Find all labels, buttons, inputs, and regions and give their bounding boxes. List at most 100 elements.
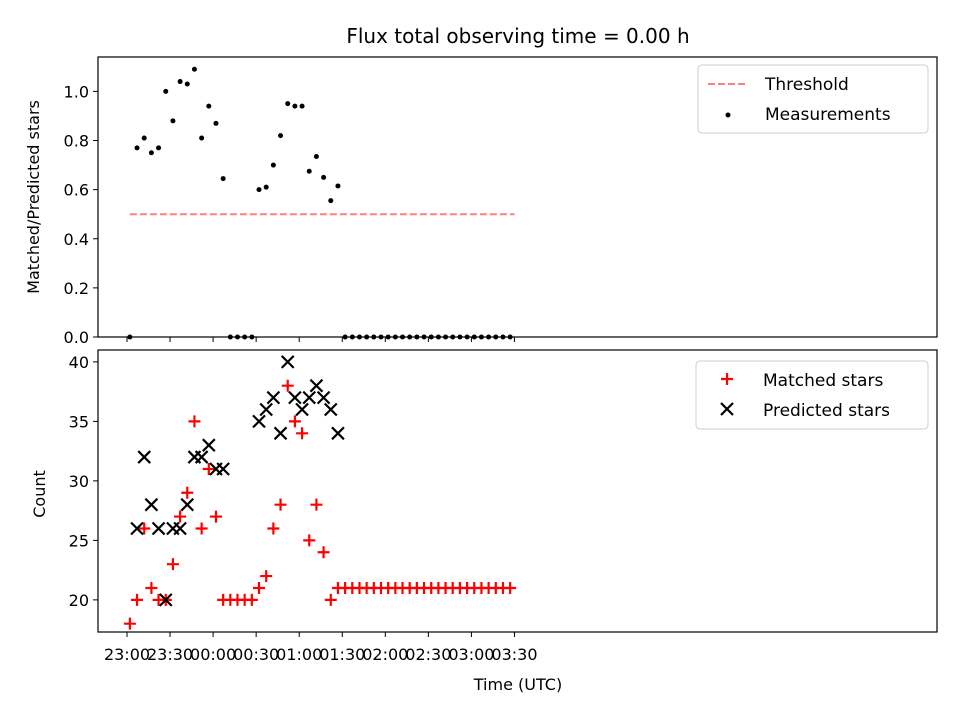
measurement-point xyxy=(292,103,298,109)
measurement-point xyxy=(278,133,284,139)
legend-matched-swatch xyxy=(721,373,733,385)
count-y-axis-label: Count xyxy=(30,470,49,518)
ratio-y-tick-label: 0.4 xyxy=(64,230,89,249)
measurement-point xyxy=(134,145,140,151)
count-y-tick-label: 35 xyxy=(69,412,89,431)
matched-star-point xyxy=(296,427,309,440)
matched-star-point xyxy=(195,522,208,535)
matched-star-point xyxy=(245,593,258,606)
matched-star-point xyxy=(181,486,194,499)
count-panel: 20 25 30 35 40 23:0023:3000:0000:3001:0001:3… xyxy=(30,349,938,694)
ratio-marks xyxy=(127,66,515,340)
measurement-point xyxy=(220,176,226,182)
matched-star-point xyxy=(166,558,179,571)
legend-measurements-label: Measurements xyxy=(765,105,891,125)
measurement-point xyxy=(335,183,341,189)
matched-star-point xyxy=(145,581,158,594)
predicted-star-point xyxy=(137,450,151,464)
predicted-star-point xyxy=(216,462,230,476)
ratio-y-tick-label: 0.6 xyxy=(64,181,89,200)
predicted-star-point xyxy=(144,497,159,512)
count-y-tick-label: 40 xyxy=(69,353,89,372)
predicted-star-point xyxy=(302,390,317,405)
measurement-point xyxy=(163,88,169,94)
predicted-star-point xyxy=(130,521,144,536)
measurement-point xyxy=(270,162,276,168)
legend-predicted-label: Predicted stars xyxy=(763,401,890,421)
ratio-x-ticks xyxy=(126,337,515,342)
ratio-y-axis-label: Matched/Predicted stars xyxy=(24,100,43,294)
measurement-point xyxy=(199,135,205,141)
count-y-tick-label: 25 xyxy=(69,531,89,550)
ratio-plot-frame xyxy=(97,56,938,338)
matched-star-point xyxy=(131,593,144,606)
predicted-star-point xyxy=(316,390,331,405)
predicted-star-point xyxy=(288,390,302,405)
predicted-star-point xyxy=(252,414,266,429)
chart-title: Flux total observing time = 0.00 h xyxy=(346,24,689,48)
predicted-star-point xyxy=(309,378,324,393)
matched-star-point xyxy=(317,546,330,559)
x-tick-label: 00:00 xyxy=(190,645,236,664)
legend-predicted-swatch xyxy=(720,402,734,416)
count-marks xyxy=(123,355,517,630)
measurement-point xyxy=(170,118,176,124)
measurement-point xyxy=(206,103,212,109)
x-tick-label: 02:30 xyxy=(405,645,451,664)
matched-star-point xyxy=(288,415,301,428)
predicted-star-point xyxy=(151,521,166,536)
measurement-point xyxy=(256,187,262,193)
matched-star-point xyxy=(209,510,222,523)
ratio-panel: 0.0 0.2 0.4 0.6 0.8 1.0 Matched/Predicted sta… xyxy=(24,56,938,347)
legend-matched-label: Matched stars xyxy=(763,371,883,391)
predicted-star-point xyxy=(273,426,288,441)
matched-star-point xyxy=(174,510,187,523)
count-y-tick-label: 30 xyxy=(69,472,89,491)
predicted-star-point xyxy=(280,355,295,369)
measurement-point xyxy=(156,145,162,151)
x-tick-label: 03:00 xyxy=(448,645,494,664)
matched-star-point xyxy=(281,379,294,392)
x-tick-label: 23:30 xyxy=(147,645,193,664)
matched-star-point xyxy=(504,581,517,594)
x-tick-label: 01:00 xyxy=(276,645,322,664)
measurement-point xyxy=(141,135,147,141)
predicted-star-point xyxy=(323,402,338,417)
ratio-y-axis: 0.0 0.2 0.4 0.6 0.8 1.0 xyxy=(64,82,98,347)
x-tick-label: 00:30 xyxy=(233,645,279,664)
legend-measurements-swatch xyxy=(725,112,731,118)
count-y-axis: 20 25 30 35 40 xyxy=(69,353,98,610)
measurement-point xyxy=(313,153,319,159)
predicted-star-point xyxy=(158,593,173,607)
ratio-legend: Threshold Measurements xyxy=(697,64,929,134)
x-axis-label: Time (UTC) xyxy=(473,675,562,694)
ratio-legend-box xyxy=(697,64,929,134)
matched-star-point xyxy=(188,415,201,428)
x-tick-label: 23:00 xyxy=(104,645,150,664)
matched-star-point xyxy=(267,522,280,535)
matched-star-point xyxy=(260,570,273,583)
matched-star-point xyxy=(324,593,337,606)
matched-star-point xyxy=(202,462,215,475)
measurement-point xyxy=(328,198,334,204)
matched-star-point xyxy=(253,581,266,594)
matched-star-point xyxy=(310,498,323,511)
ratio-y-tick-label: 0.8 xyxy=(64,132,89,151)
measurement-point xyxy=(321,174,327,180)
measurement-point xyxy=(299,103,305,109)
measurement-point xyxy=(306,168,312,174)
measurement-point xyxy=(148,150,154,156)
measurement-point xyxy=(184,81,190,87)
count-legend: Matched stars Predicted stars xyxy=(695,360,929,430)
predicted-star-point xyxy=(173,521,187,536)
measurement-point xyxy=(177,79,183,85)
matched-star-point xyxy=(123,617,136,630)
predicted-star-point xyxy=(194,450,209,464)
x-tick-label: 03:30 xyxy=(491,645,537,664)
count-x-axis: 23:0023:3000:0000:3001:0001:3002:0002:30… xyxy=(104,632,538,664)
measurement-point xyxy=(263,184,269,190)
x-tick-label: 01:30 xyxy=(319,645,365,664)
predicted-star-point xyxy=(266,390,281,405)
predicted-star-point xyxy=(331,426,345,441)
count-legend-box xyxy=(695,360,929,430)
